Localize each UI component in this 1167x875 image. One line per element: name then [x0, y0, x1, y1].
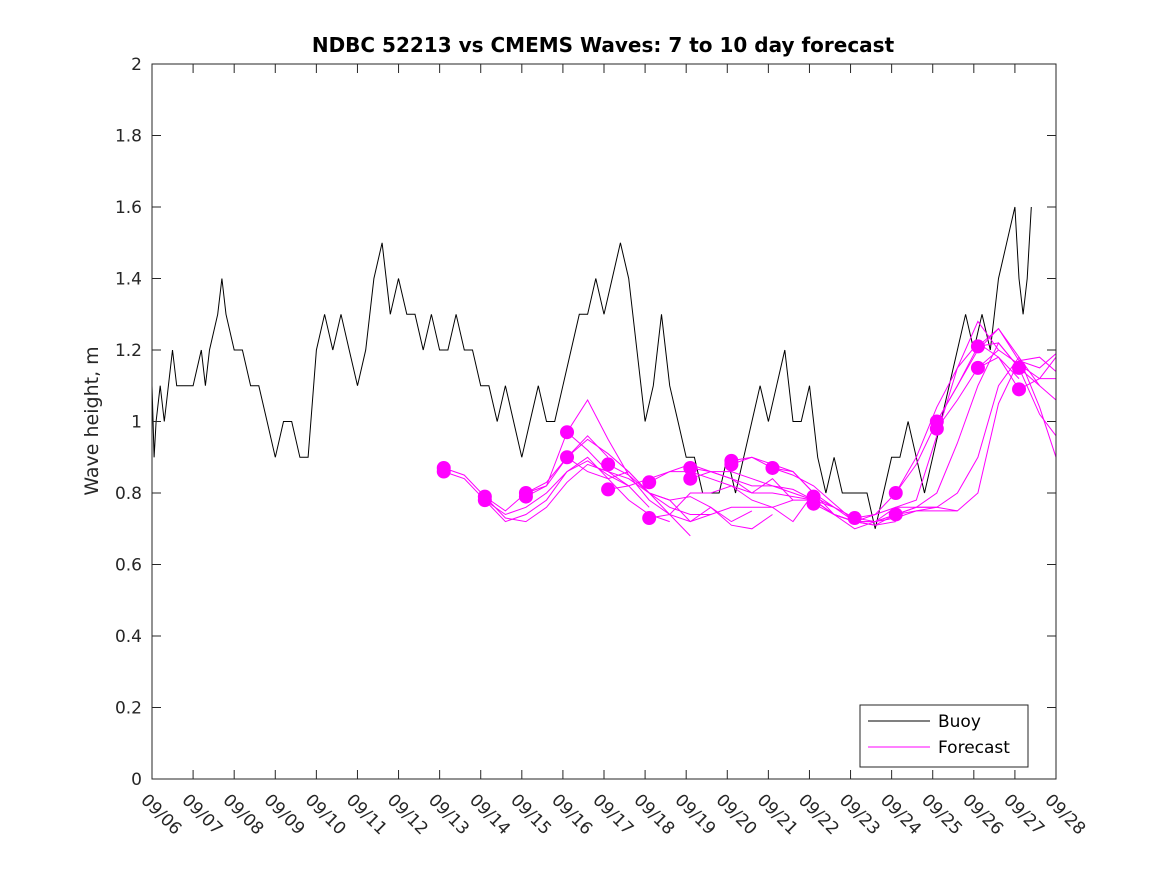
forecast-line	[607, 463, 815, 523]
plot-area	[152, 64, 1056, 779]
forecast-marker	[929, 421, 944, 436]
legend-buoy-label: Buoy	[938, 712, 981, 732]
y-tick-label: 1.6	[115, 198, 142, 218]
forecast-marker	[724, 457, 739, 472]
y-tick-label: 1.4	[115, 270, 142, 290]
forecast-marker	[1012, 382, 1027, 397]
forecast-marker	[436, 464, 451, 479]
forecast-marker	[970, 339, 985, 354]
forecast-marker	[683, 471, 698, 486]
chart-title: NDBC 52213 vs CMEMS Waves: 7 to 10 day f…	[312, 33, 895, 57]
forecast-marker	[601, 457, 616, 472]
forecast-marker	[847, 511, 862, 526]
y-tick-label: 1	[131, 413, 142, 433]
forecast-marker	[888, 507, 903, 522]
y-tick-label: 2	[131, 55, 142, 75]
forecast-line	[648, 463, 835, 508]
forecast-marker	[806, 496, 821, 511]
forecast-marker	[560, 450, 575, 465]
forecast-line	[936, 327, 1057, 422]
forecast-marker	[642, 511, 657, 526]
forecast-line	[772, 320, 999, 530]
forecast-line	[566, 456, 773, 530]
y-tick-label: 0.4	[115, 627, 142, 647]
forecast-marker	[1012, 360, 1027, 375]
y-tick-label: 0	[131, 770, 142, 790]
legend-forecast-label: Forecast	[938, 738, 1010, 758]
legend-box	[859, 704, 1029, 768]
forecast-marker	[560, 425, 575, 440]
forecast-marker	[970, 360, 985, 375]
forecast-marker	[888, 486, 903, 500]
y-axis: 0 0.2 0.4 0.6 0.8 1 1.2 1.4 1.6 1.8 2	[115, 55, 1056, 790]
forecast-marker	[601, 482, 616, 497]
forecast-line	[854, 356, 1057, 523]
forecast-markers	[436, 339, 1027, 526]
forecast-line	[895, 341, 1057, 515]
buoy-line	[151, 206, 1032, 529]
forecast-marker	[683, 460, 698, 475]
legend: Buoy Forecast	[859, 704, 1029, 768]
y-tick-label: 0.6	[115, 556, 142, 576]
forecast-line	[525, 399, 691, 537]
y-axis-label: Wave height, m	[81, 346, 103, 495]
forecast-marker	[518, 489, 533, 504]
forecast-marker	[477, 493, 492, 508]
y-tick-label: 0.2	[115, 699, 142, 719]
y-tick-label: 1.2	[115, 341, 142, 361]
y-tick-label: 0.8	[115, 484, 142, 504]
forecast-marker	[765, 460, 780, 475]
y-tick-label: 1.8	[115, 127, 142, 147]
buoy-series	[151, 206, 1032, 529]
forecast-marker	[642, 475, 657, 490]
